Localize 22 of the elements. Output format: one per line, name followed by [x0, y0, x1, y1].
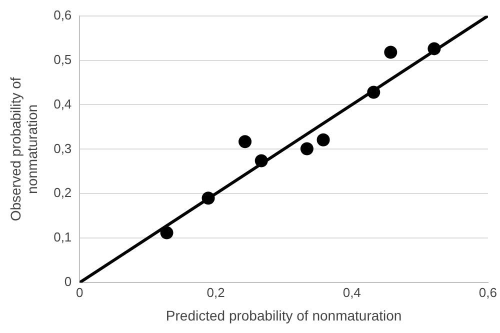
x-tick-label: 0,4: [342, 284, 361, 300]
point: [238, 135, 252, 148]
y-tick-label: 0,1: [54, 230, 72, 245]
point: [300, 142, 314, 156]
y-tick-label: 0,3: [54, 140, 72, 156]
x-tick-label: 0,6: [478, 284, 498, 300]
y-tick-label: 0,4: [54, 96, 72, 112]
point: [202, 192, 215, 205]
point: [254, 154, 268, 168]
point: [160, 226, 174, 240]
point: [316, 133, 330, 146]
y-tick-label: 0,5: [54, 52, 72, 67]
y-tick-label: 0,6: [54, 7, 72, 22]
y-tick-label: 0: [64, 274, 72, 290]
x-tick-label: 0,2: [206, 284, 225, 300]
y-axis-title: Observed probability of nonmaturation: [7, 77, 40, 222]
point: [428, 42, 441, 56]
y-tick-label: 0,2: [54, 185, 72, 200]
x-axis-title: Predicted probability of nonmaturation: [166, 307, 402, 324]
point: [384, 46, 398, 59]
point: [367, 86, 380, 99]
x-tick-label: 0: [76, 284, 84, 300]
